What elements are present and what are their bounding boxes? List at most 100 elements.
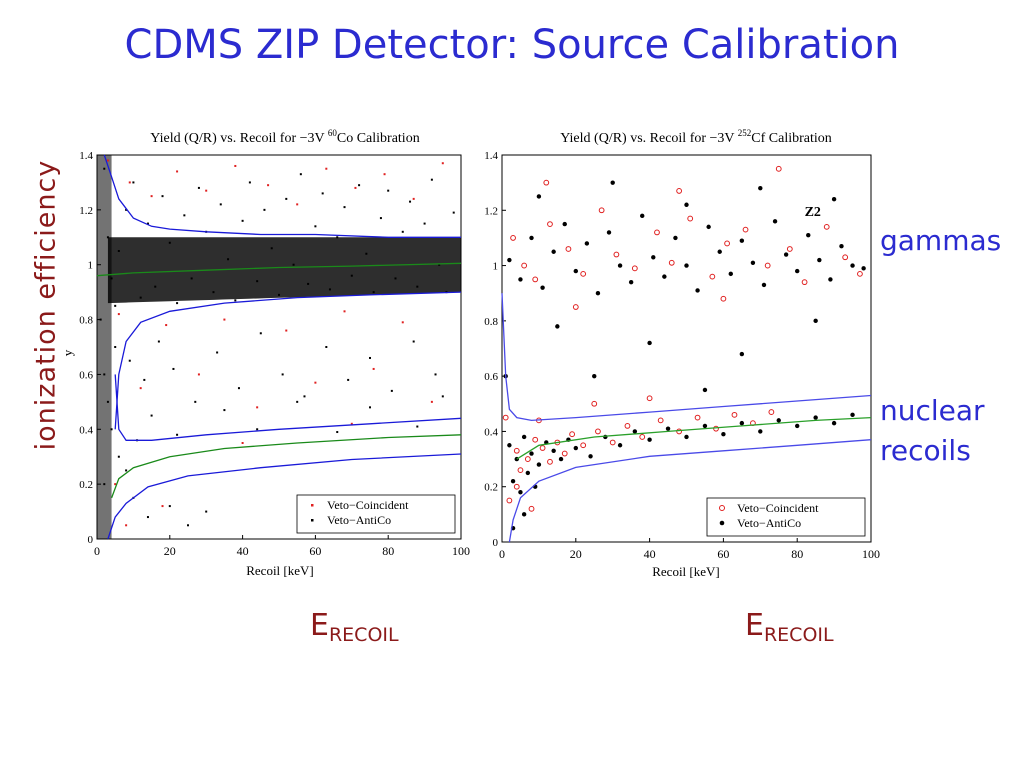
data-point-antico [292, 263, 295, 266]
data-point-antico [850, 412, 855, 418]
data-point-coincident [506, 497, 513, 504]
data-point-antico [510, 478, 516, 484]
data-point-antico [336, 236, 339, 239]
data-point-antico [194, 400, 197, 403]
data-point-antico [176, 302, 179, 305]
curve-mean_nr [516, 416, 872, 460]
data-point-antico [299, 173, 302, 176]
data-point-coincident [343, 310, 346, 313]
y-tick-label: 0.6 [79, 369, 93, 381]
data-point-antico [409, 200, 412, 203]
legend-marker [719, 520, 725, 526]
data-point-coincident [223, 318, 226, 321]
legend-box [706, 497, 866, 537]
data-point-antico [695, 288, 700, 293]
data-point-coincident [241, 442, 244, 444]
data-point-antico [632, 429, 638, 434]
data-point-antico [227, 258, 230, 261]
data-point-coincident [764, 262, 771, 269]
data-point-coincident [786, 246, 793, 252]
x-tick-label: 80 [791, 547, 803, 561]
data-point-coincident [742, 226, 749, 233]
curve-mean_nr [110, 434, 462, 499]
data-point-antico [168, 241, 171, 244]
data-point-antico [117, 455, 120, 458]
data-point-antico [828, 277, 833, 282]
data-point-antico [347, 378, 350, 381]
data-point-antico [684, 263, 689, 268]
data-point-antico [241, 219, 244, 222]
data-point-antico [263, 208, 266, 211]
data-point-coincident [383, 173, 386, 176]
data-point-coincident [561, 450, 568, 457]
data-point-antico [336, 431, 339, 434]
data-point-antico [372, 291, 375, 294]
data-point-antico [259, 332, 262, 335]
data-point-antico [187, 524, 189, 527]
data-point-coincident [256, 406, 259, 409]
y-tick-label: 0.2 [79, 479, 93, 491]
gamma-band [107, 237, 462, 304]
data-point-coincident [510, 235, 516, 241]
data-point-antico [390, 389, 393, 392]
cf252-calibration-chart: Yield (Q/R) vs. Recoil for −3V 252Cf Cal… [484, 128, 880, 579]
data-point-antico [551, 249, 556, 254]
gammas-label: gammas [880, 224, 1002, 257]
data-point-antico [813, 415, 818, 420]
curve-upper_nr [114, 374, 462, 441]
data-point-coincident [631, 265, 638, 272]
data-point-antico [161, 195, 164, 198]
data-point-antico [412, 340, 415, 343]
data-point-antico [157, 340, 160, 343]
data-point-antico [702, 387, 708, 393]
data-point-coincident [657, 417, 664, 424]
data-point-coincident [521, 262, 528, 269]
data-point-antico [401, 230, 404, 233]
x-tick-label: 100 [862, 547, 880, 561]
data-point-coincident [106, 159, 109, 162]
data-point-coincident [668, 259, 675, 266]
data-point-antico [861, 266, 866, 271]
data-point-coincident [591, 400, 598, 407]
data-point-coincident [285, 329, 288, 332]
data-point-coincident [646, 395, 653, 402]
data-point-coincident [731, 411, 738, 418]
data-point-coincident [713, 425, 719, 432]
data-point-antico [434, 373, 437, 376]
data-point-coincident [532, 276, 539, 283]
legend-marker [719, 505, 725, 511]
y-tick-label: 1 [493, 261, 499, 273]
data-point-antico [190, 277, 193, 280]
legend-marker [311, 519, 314, 522]
y-tick-label: 1 [88, 260, 94, 272]
legend-marker [311, 504, 314, 507]
data-point-antico [172, 367, 175, 370]
x-tick-label: 20 [164, 544, 176, 558]
data-point-coincident [598, 207, 605, 214]
data-point-antico [558, 456, 564, 462]
data-point-antico [117, 250, 120, 252]
data-point-antico [529, 451, 534, 456]
data-point-antico [521, 434, 527, 440]
x-tick-label: 0 [94, 544, 100, 558]
data-point-antico [758, 429, 763, 434]
data-point-antico [540, 285, 545, 290]
data-point-antico [103, 483, 106, 486]
data-point-coincident [768, 409, 775, 415]
data-point-antico [617, 443, 623, 448]
data-point-antico [103, 373, 106, 376]
data-point-antico [125, 208, 128, 211]
data-point-antico [321, 192, 324, 195]
data-point-antico [606, 230, 612, 235]
data-point-antico [369, 356, 371, 359]
data-point-antico [150, 414, 153, 417]
data-point-antico [106, 400, 109, 403]
x-axis-label: Recoil [keV] [246, 563, 314, 578]
data-point-antico [270, 247, 273, 250]
data-point-antico [647, 437, 652, 442]
data-point-antico [588, 454, 593, 459]
data-point-antico [813, 318, 818, 324]
data-point-antico [684, 434, 689, 440]
data-point-antico [128, 359, 131, 362]
data-point-coincident [676, 188, 683, 194]
